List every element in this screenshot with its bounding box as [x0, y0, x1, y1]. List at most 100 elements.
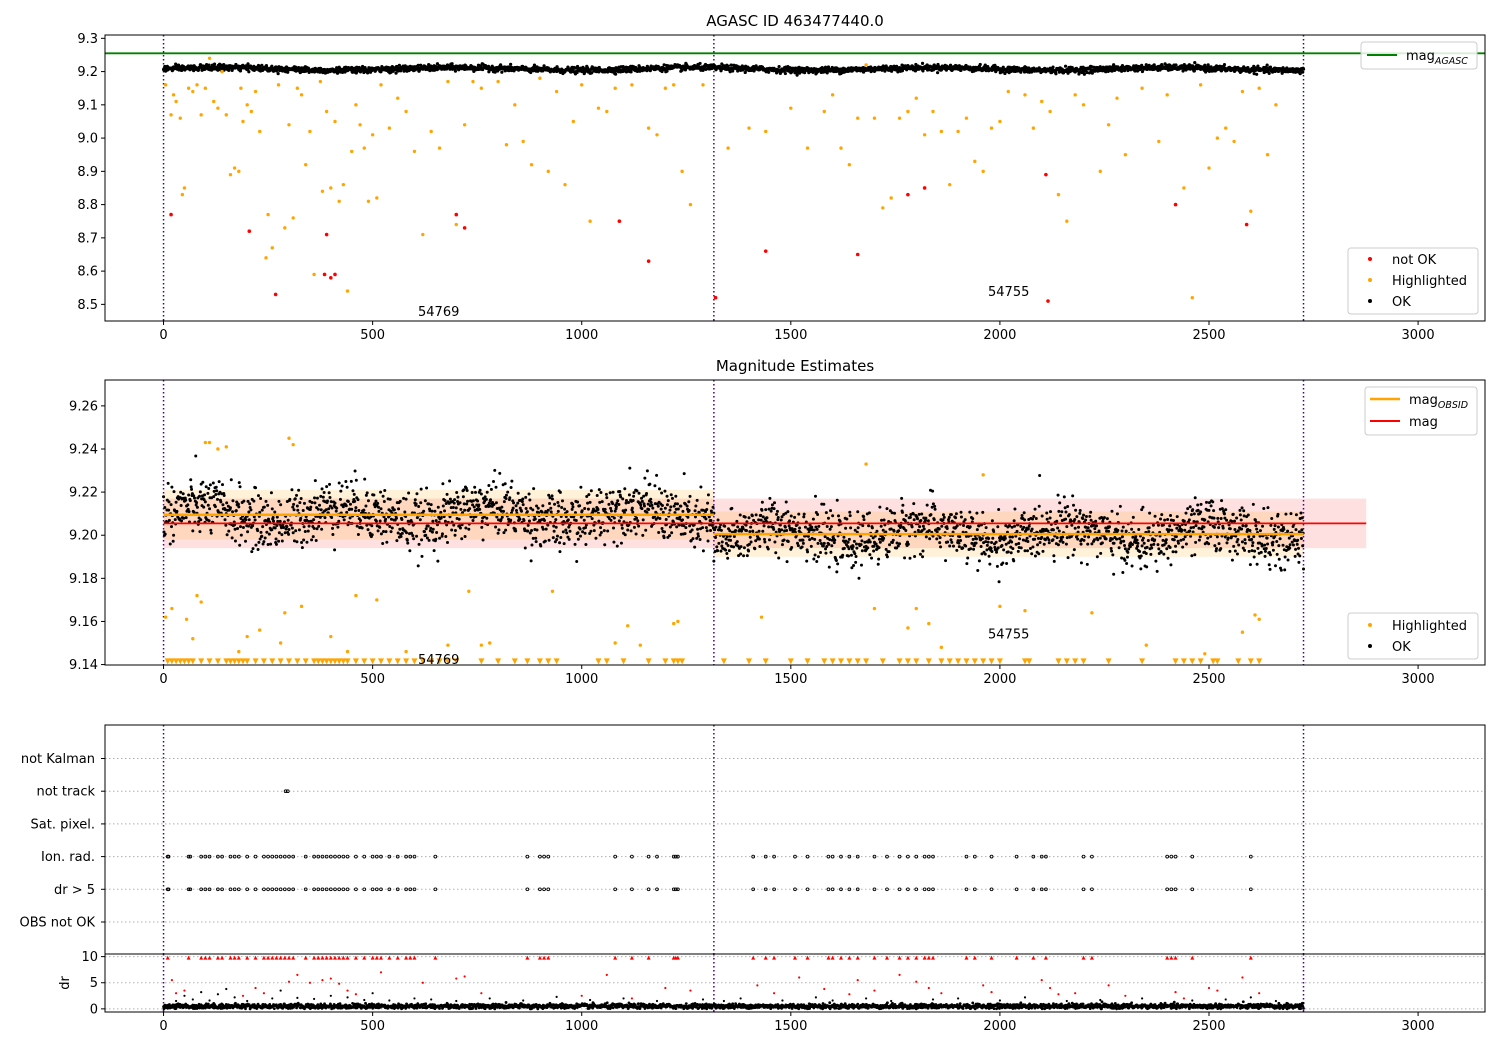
ok-point	[632, 525, 636, 529]
not-ok-point	[906, 192, 910, 197]
ok-point	[463, 535, 467, 539]
ok-point	[195, 501, 199, 505]
ok-point	[456, 495, 460, 499]
ok-point	[682, 472, 686, 476]
ok-point	[596, 507, 600, 511]
ok-point	[707, 515, 711, 519]
ok-point	[970, 541, 974, 545]
ok-point	[433, 509, 437, 513]
ok-point	[312, 526, 316, 530]
highlighted-point	[563, 182, 567, 187]
ok-point	[872, 549, 876, 553]
ok-point	[302, 538, 306, 542]
ok-point	[987, 554, 991, 558]
ok-point	[662, 63, 666, 67]
ok-point	[646, 502, 650, 506]
highlighted-point	[283, 226, 287, 230]
ok-point	[582, 518, 586, 522]
ok-point	[487, 484, 491, 487]
ok-point	[916, 517, 920, 521]
ok-point	[764, 508, 768, 512]
ok-point	[319, 494, 323, 498]
ok-point	[248, 502, 252, 506]
highlighted-point	[1048, 109, 1052, 114]
highlighted-point	[479, 86, 484, 90]
ok-point	[389, 530, 393, 534]
ok-point	[979, 545, 983, 548]
ok-point	[558, 541, 562, 545]
ok-point	[621, 497, 625, 501]
ok-point	[780, 528, 784, 532]
ok-point	[465, 488, 469, 492]
ok-point	[1013, 507, 1017, 511]
ok-point	[258, 537, 262, 541]
ok-point	[404, 497, 408, 501]
highlighted-point	[981, 169, 985, 174]
ok-point	[169, 503, 173, 507]
ok-point	[666, 499, 670, 503]
ok-point	[529, 70, 533, 75]
ok-point	[940, 524, 944, 528]
ok-point	[776, 516, 780, 520]
ok-point	[1002, 548, 1006, 552]
ok-point	[806, 550, 810, 554]
ok-point	[706, 539, 710, 543]
ok-point	[976, 569, 980, 573]
ok-point	[247, 510, 251, 514]
highlighted-point	[1198, 83, 1203, 87]
ok-point	[526, 523, 530, 527]
ok-point	[450, 528, 454, 532]
ok-point	[291, 531, 295, 535]
ok-point	[163, 506, 167, 510]
highlighted-point	[989, 126, 994, 130]
ok-point	[823, 65, 828, 69]
ok-point	[419, 501, 423, 505]
ok-point	[434, 537, 438, 541]
ok-point	[365, 491, 369, 495]
highlighted-point	[1165, 93, 1169, 97]
ok-point	[812, 528, 816, 532]
highlighted-point	[429, 129, 433, 134]
highlighted-point	[1123, 153, 1128, 157]
ok-point	[773, 501, 777, 505]
ok-point	[589, 489, 593, 493]
ok-point	[457, 517, 461, 521]
ok-point	[500, 505, 504, 509]
ok-point	[605, 496, 609, 500]
ok-point	[848, 514, 852, 518]
ok-point	[1013, 524, 1017, 528]
ok-point	[448, 479, 452, 483]
highlighted-point	[270, 246, 274, 250]
ok-point	[1268, 65, 1273, 69]
ok-point	[785, 560, 789, 564]
ok-point	[502, 531, 506, 535]
ok-point	[471, 518, 475, 522]
ok-point	[900, 496, 904, 500]
ok-point	[890, 541, 894, 544]
ok-point	[321, 495, 325, 499]
ok-point	[389, 517, 393, 521]
ok-point	[527, 519, 531, 523]
ok-point	[672, 504, 676, 508]
ok-point	[509, 518, 513, 522]
ok-point	[727, 549, 731, 553]
ok-point	[236, 502, 240, 506]
ok-point	[795, 73, 799, 77]
ok-point	[926, 519, 930, 523]
ok-point	[441, 504, 445, 508]
ok-point	[989, 546, 993, 550]
ok-point	[994, 540, 998, 544]
ok-point	[949, 513, 953, 517]
ok-point	[961, 546, 965, 550]
ok-point	[225, 501, 229, 505]
ok-point	[354, 506, 358, 510]
highlighted-point	[663, 86, 668, 90]
ok-point	[918, 525, 922, 529]
not-ok-point	[329, 275, 333, 280]
ok-point	[1008, 524, 1012, 528]
ok-point	[338, 497, 342, 501]
ok-point	[761, 515, 765, 519]
ok-point	[920, 61, 925, 65]
ok-point	[502, 509, 506, 513]
ok-point	[767, 70, 771, 74]
